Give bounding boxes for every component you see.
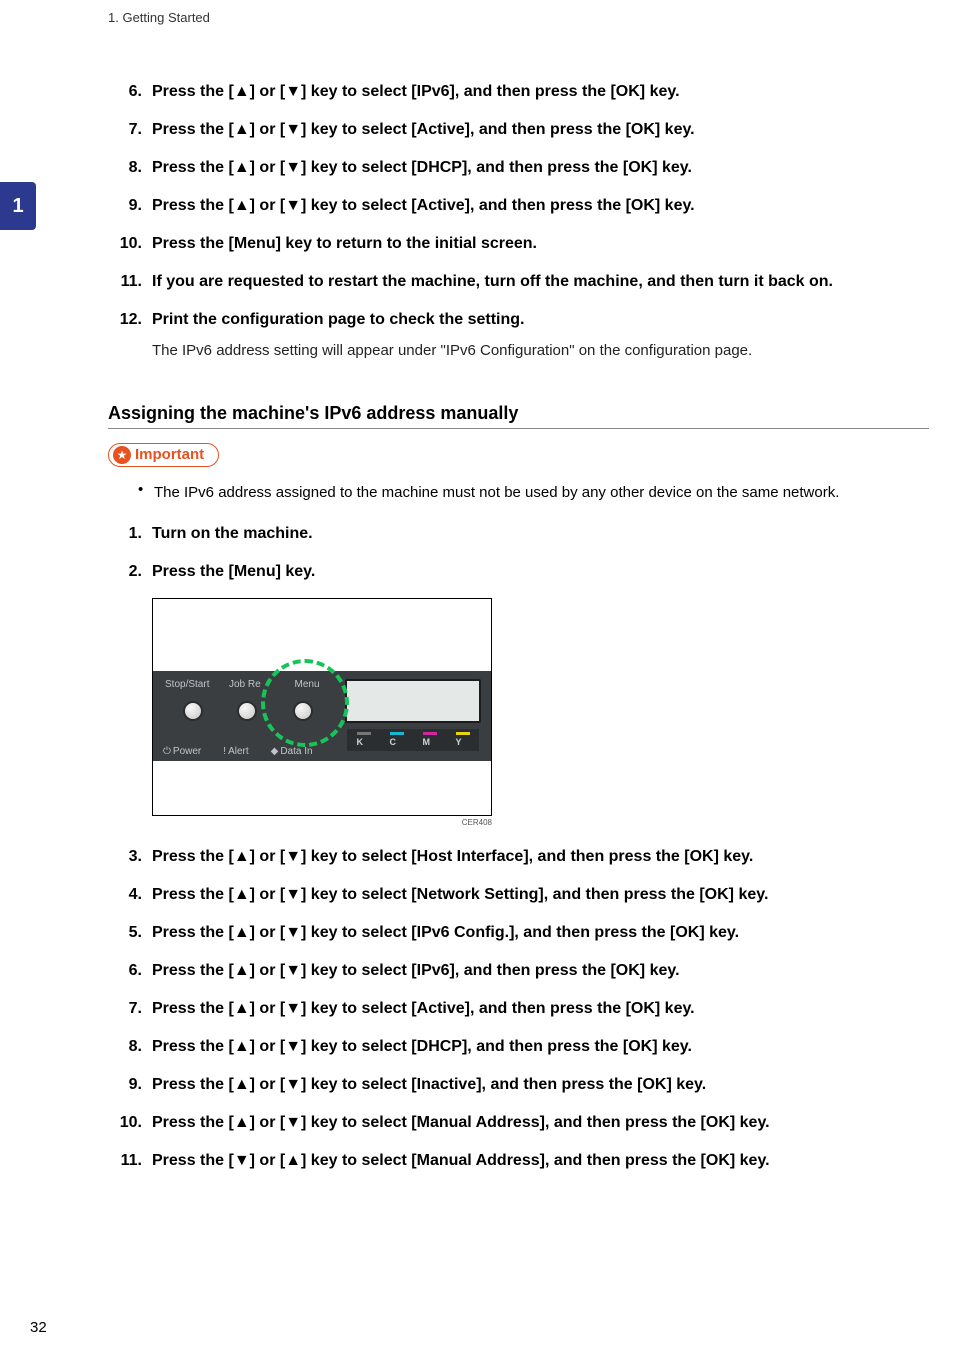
section-heading: Assigning the machine's IPv6 address man… [108,403,929,424]
status-power: ⏻ Power [163,746,201,757]
step-number: 9. [108,194,152,218]
step: 4.Press the [▲] or [▼] key to select [Ne… [108,883,929,907]
toner-row: K C M Y [347,729,479,751]
bullet-dot: • [138,481,154,504]
step: 10.Press the [▲] or [▼] key to select [M… [108,1111,929,1135]
step: 11.If you are requested to restart the m… [108,270,929,294]
step-text: Press the [▲] or [▼] key to select [Acti… [152,118,929,142]
step: 9.Press the [▲] or [▼] key to select [Ac… [108,194,929,218]
step: 3.Press the [▲] or [▼] key to select [Ho… [108,845,929,869]
step-text: Turn on the machine. [152,522,929,546]
button-jobreset [237,701,257,721]
step-text: Press the [▲] or [▼] key to select [IPv6… [152,80,929,104]
step-number: 12. [108,308,152,363]
step: 5.Press the [▲] or [▼] key to select [IP… [108,921,929,945]
step-number: 9. [108,1073,152,1097]
printer-panel-figure: Stop/Start Job Re Menu K C M Y ⏻ Power !… [152,598,492,816]
important-label: Important [135,446,204,463]
step-text: Press the [▲] or [▼] key to select [IPv6… [152,921,929,945]
step-number: 6. [108,80,152,104]
step: 9.Press the [▲] or [▼] key to select [In… [108,1073,929,1097]
step-number: 7. [108,997,152,1021]
step: 7.Press the [▲] or [▼] key to select [Ac… [108,997,929,1021]
step: 2.Press the [Menu] key. [108,560,929,584]
important-text: The IPv6 address assigned to the machine… [154,481,929,504]
step-number: 8. [108,1035,152,1059]
step-text: Press the [▲] or [▼] key to select [IPv6… [152,959,929,983]
step-number: 8. [108,156,152,180]
panel-dark: Stop/Start Job Re Menu K C M Y ⏻ Power !… [153,671,491,761]
step: 6.Press the [▲] or [▼] key to select [IP… [108,80,929,104]
step-number: 7. [108,118,152,142]
step-number: 2. [108,560,152,584]
step-number: 10. [108,232,152,256]
label-stopstart: Stop/Start [165,679,229,690]
step-text: Press the [▲] or [▼] key to select [Manu… [152,1111,929,1135]
button-menu [293,701,313,721]
important-badge: ★ Important [108,443,219,467]
button-stopstart [183,701,203,721]
step-number: 4. [108,883,152,907]
step-note: The IPv6 address setting will appear und… [152,340,929,363]
toner-m: M [423,732,437,747]
step-number: 11. [108,1149,152,1173]
step: 7.Press the [▲] or [▼] key to select [Ac… [108,118,929,142]
step-text: Press the [▲] or [▼] key to select [Host… [152,845,929,869]
step-number: 3. [108,845,152,869]
status-row: ⏻ Power ! Alert ◆ Data In [163,746,313,757]
step-number: 10. [108,1111,152,1135]
star-icon: ★ [113,446,131,464]
status-alert: ! Alert [223,746,248,757]
toner-c: C [390,732,404,747]
step-text: Press the [▲] or [▼] key to select [Acti… [152,997,929,1021]
step-text: Press the [▼] or [▲] key to select [Manu… [152,1149,929,1173]
step-number: 1. [108,522,152,546]
status-datain: ◆ Data In [271,746,313,757]
figure-code: CER408 [152,818,492,827]
step: 12.Print the configuration page to check… [108,308,929,363]
page-number: 32 [30,1319,47,1336]
chapter-tab: 1 [0,182,36,230]
step-text: Print the configuration page to check th… [152,308,929,363]
step: 10.Press the [Menu] key to return to the… [108,232,929,256]
step: 11.Press the [▼] or [▲] key to select [M… [108,1149,929,1173]
step: 8.Press the [▲] or [▼] key to select [DH… [108,156,929,180]
step-text: Press the [Menu] key. [152,560,929,584]
important-bullet: • The IPv6 address assigned to the machi… [138,481,929,504]
step-text: Press the [▲] or [▼] key to select [Acti… [152,194,929,218]
figure-wrap: Stop/Start Job Re Menu K C M Y ⏻ Power !… [152,598,929,827]
step-text: Press the [▲] or [▼] key to select [Netw… [152,883,929,907]
step-text: Press the [▲] or [▼] key to select [Inac… [152,1073,929,1097]
toner-y: Y [456,732,470,747]
step: 6.Press the [▲] or [▼] key to select [IP… [108,959,929,983]
step-text: Press the [▲] or [▼] key to select [DHCP… [152,1035,929,1059]
chapter-header: 1. Getting Started [108,10,210,25]
label-alert: Alert [228,746,249,757]
step-number: 6. [108,959,152,983]
label-power: Power [173,746,201,757]
label-menu: Menu [281,679,333,690]
label-datain: Data In [280,746,312,757]
step: 1.Turn on the machine. [108,522,929,546]
step: 8.Press the [▲] or [▼] key to select [DH… [108,1035,929,1059]
step-text: If you are requested to restart the mach… [152,270,929,294]
main-content: 6.Press the [▲] or [▼] key to select [IP… [108,80,929,1187]
step-number: 5. [108,921,152,945]
label-jobreset: Job Re [229,679,281,690]
toner-k: K [357,732,371,747]
step-number: 11. [108,270,152,294]
section-rule [108,428,929,429]
step-text: Press the [▲] or [▼] key to select [DHCP… [152,156,929,180]
lcd-screen [345,679,481,723]
step-text: Press the [Menu] key to return to the in… [152,232,929,256]
